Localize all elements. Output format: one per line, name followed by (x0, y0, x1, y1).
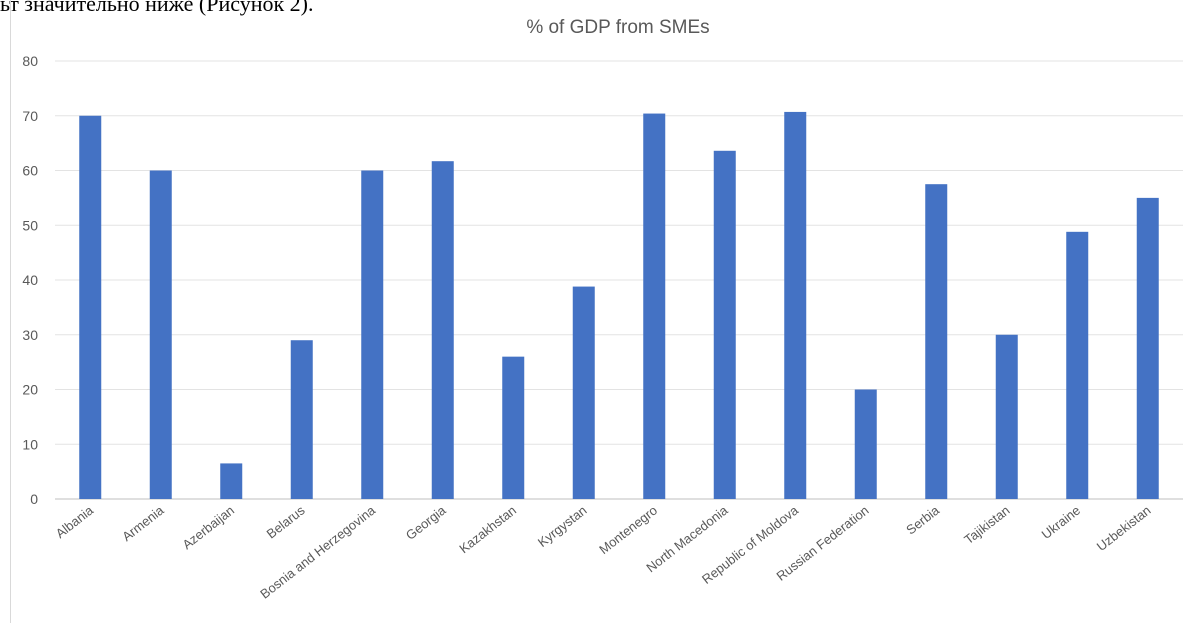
x-tick-label: Kazakhstan (456, 503, 519, 557)
x-tick-label: Montenegro (596, 503, 660, 558)
gridlines (55, 60, 1183, 500)
x-tick-label: Tajikistan (961, 503, 1012, 548)
chart-title: % of GDP from SMEs (526, 17, 709, 38)
bar-uzbekistan (1136, 197, 1159, 499)
document-text: ьт значительно ниже (Рисунок 2). (0, 0, 314, 16)
x-tick-label: Kyrgystan (535, 503, 590, 550)
bar-albania (79, 115, 102, 499)
x-tick-label: Armenia (119, 502, 167, 544)
y-tick-label: 0 (30, 491, 38, 507)
y-tick-label: 60 (22, 163, 38, 179)
y-axis-ticks: 0 10 20 30 40 50 60 70 80 (22, 53, 38, 507)
x-tick-label: Albania (53, 502, 97, 541)
bar-tajikistan (995, 334, 1018, 499)
y-tick-label: 20 (22, 382, 38, 398)
x-tick-label: Ukraine (1039, 503, 1084, 542)
x-tick-label: Serbia (903, 502, 942, 537)
x-tick-label: Azerbaijan (179, 503, 237, 553)
bar-russian-federation (854, 389, 877, 499)
bar-armenia (149, 170, 172, 499)
bar-kyrgystan (572, 286, 595, 499)
bar-north-macedonia (713, 150, 736, 500)
chart-frame (10, 0, 1193, 623)
bar-georgia (431, 161, 454, 499)
bar-kazakhstan (502, 356, 525, 499)
x-tick-label: Bosnia and Herzegovina (257, 502, 378, 602)
x-tick-label: Georgia (403, 502, 449, 543)
y-tick-label: 30 (22, 327, 38, 343)
y-tick-label: 80 (22, 53, 38, 69)
x-tick-label: Belarus (264, 502, 308, 541)
bar-bosnia-and-herzegovina (361, 170, 384, 499)
bar-serbia (925, 184, 948, 499)
y-tick-label: 10 (22, 436, 38, 452)
bar-republic-of-moldova (784, 111, 807, 499)
y-tick-label: 40 (22, 272, 38, 288)
y-tick-label: 50 (22, 217, 38, 233)
bar-montenegro (643, 113, 666, 499)
bar-ukraine (1066, 231, 1089, 499)
bar-belarus (290, 340, 313, 499)
bars (79, 111, 1159, 500)
y-tick-label: 70 (22, 108, 38, 124)
x-tick-label: Uzbekistan (1094, 503, 1154, 554)
bar-azerbaijan (220, 463, 243, 499)
